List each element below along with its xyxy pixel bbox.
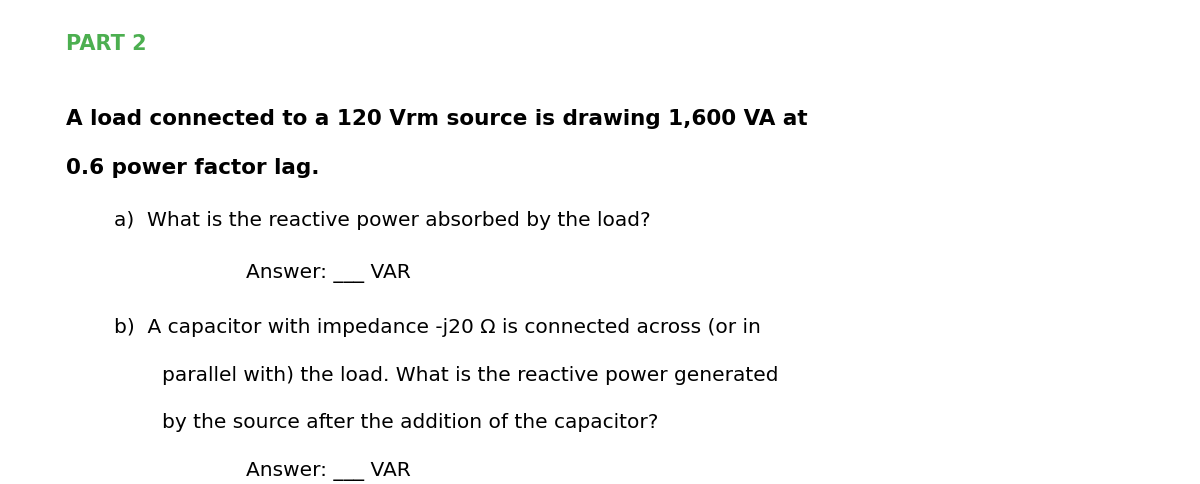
Text: b)  A capacitor with impedance -j20 Ω is connected across (or in: b) A capacitor with impedance -j20 Ω is …: [114, 317, 761, 336]
Text: A load connected to a 120 Vrm source is drawing 1,600 VA at: A load connected to a 120 Vrm source is …: [66, 109, 808, 129]
Text: by the source after the addition of the capacitor?: by the source after the addition of the …: [162, 412, 659, 431]
Text: a)  What is the reactive power absorbed by the load?: a) What is the reactive power absorbed b…: [114, 211, 650, 229]
Text: 0.6 power factor lag.: 0.6 power factor lag.: [66, 157, 319, 177]
Text: Answer: ___ VAR: Answer: ___ VAR: [246, 461, 410, 480]
Text: Answer: ___ VAR: Answer: ___ VAR: [246, 264, 410, 283]
Text: PART 2: PART 2: [66, 34, 146, 54]
Text: parallel with) the load. What is the reactive power generated: parallel with) the load. What is the rea…: [162, 365, 779, 384]
